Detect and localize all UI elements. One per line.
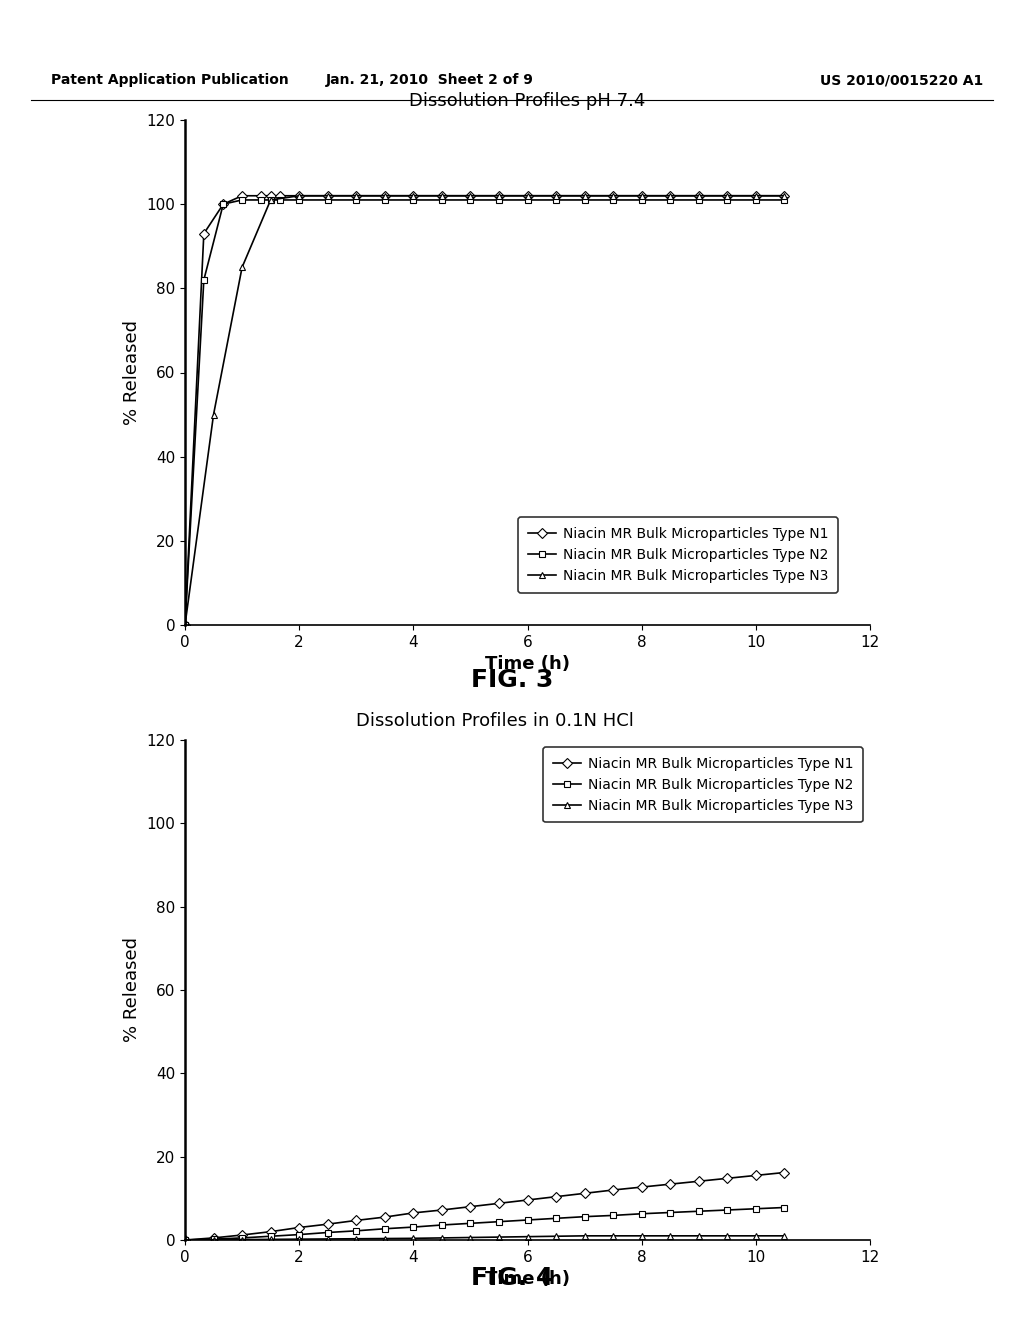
Text: Patent Application Publication: Patent Application Publication <box>51 73 289 87</box>
Text: Dissolution Profiles in 0.1N HCl: Dissolution Profiles in 0.1N HCl <box>356 711 634 730</box>
Title: Dissolution Profiles pH 7.4: Dissolution Profiles pH 7.4 <box>410 92 646 110</box>
Legend: Niacin MR Bulk Microparticles Type N1, Niacin MR Bulk Microparticles Type N2, Ni: Niacin MR Bulk Microparticles Type N1, N… <box>544 747 863 822</box>
Text: FIG. 3: FIG. 3 <box>471 668 553 692</box>
X-axis label: Time (h): Time (h) <box>485 655 570 673</box>
Text: Jan. 21, 2010  Sheet 2 of 9: Jan. 21, 2010 Sheet 2 of 9 <box>326 73 535 87</box>
Y-axis label: % Released: % Released <box>123 319 141 425</box>
Text: US 2010/0015220 A1: US 2010/0015220 A1 <box>820 73 983 87</box>
Text: FIG. 4: FIG. 4 <box>471 1266 553 1290</box>
Y-axis label: % Released: % Released <box>123 937 141 1043</box>
X-axis label: Time (h): Time (h) <box>485 1270 570 1288</box>
Legend: Niacin MR Bulk Microparticles Type N1, Niacin MR Bulk Microparticles Type N2, Ni: Niacin MR Bulk Microparticles Type N1, N… <box>518 517 838 593</box>
